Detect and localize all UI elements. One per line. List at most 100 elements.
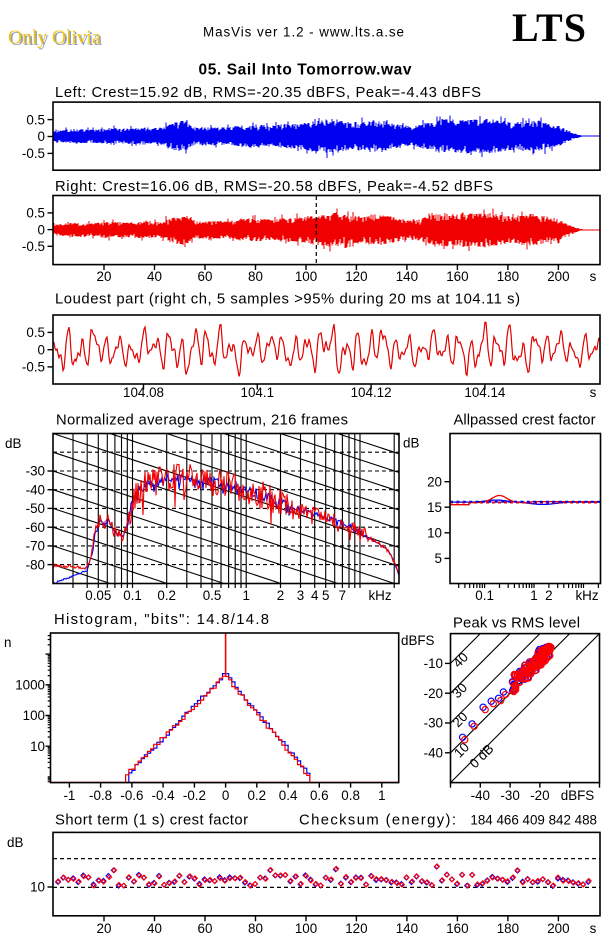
- svg-text:Right: Crest=16.06 dB, RMS=-20: Right: Crest=16.06 dB, RMS=-20.58 dBFS, …: [55, 179, 493, 195]
- svg-text:1: 1: [530, 588, 537, 603]
- svg-text:-10: -10: [424, 656, 443, 671]
- svg-text:20: 20: [97, 921, 112, 936]
- svg-text:-30: -30: [424, 716, 443, 731]
- svg-text:0.05: 0.05: [85, 588, 111, 603]
- svg-text:120: 120: [345, 921, 367, 936]
- svg-text:1: 1: [242, 588, 249, 603]
- svg-text:5: 5: [322, 588, 329, 603]
- svg-text:-50: -50: [26, 501, 45, 516]
- svg-text:60: 60: [198, 921, 213, 936]
- svg-text:3: 3: [297, 588, 304, 603]
- svg-text:100: 100: [23, 708, 45, 723]
- svg-text:15: 15: [427, 500, 442, 515]
- svg-text:kHz: kHz: [575, 588, 598, 603]
- svg-text:dBFS: dBFS: [401, 633, 435, 648]
- svg-text:184 466 409 842 488: 184 466 409 842 488: [470, 813, 597, 828]
- svg-text:4: 4: [311, 588, 319, 603]
- svg-text:40: 40: [147, 921, 162, 936]
- svg-text:0: 0: [38, 222, 45, 237]
- svg-text:-0.6: -0.6: [120, 788, 143, 803]
- svg-text:20: 20: [427, 474, 442, 489]
- svg-text:-40: -40: [26, 482, 45, 497]
- svg-text:104.1: 104.1: [241, 385, 275, 400]
- svg-text:-40: -40: [471, 788, 490, 803]
- svg-text:0: 0: [222, 788, 229, 803]
- svg-text:Histogram, "bits": 14.8/14.8: Histogram, "bits": 14.8/14.8: [54, 612, 269, 628]
- svg-text:-20: -20: [424, 686, 443, 701]
- svg-text:0.8: 0.8: [341, 788, 360, 803]
- svg-text:Checksum (energy):: Checksum (energy):: [299, 813, 456, 829]
- svg-text:120: 120: [345, 269, 367, 284]
- svg-text:2: 2: [545, 588, 552, 603]
- svg-text:kHz: kHz: [368, 588, 391, 603]
- svg-text:80: 80: [248, 269, 263, 284]
- svg-text:180: 180: [497, 921, 519, 936]
- svg-text:200: 200: [547, 269, 569, 284]
- svg-text:5: 5: [435, 551, 442, 566]
- svg-text:200: 200: [547, 921, 569, 936]
- svg-text:-0.5: -0.5: [22, 146, 45, 161]
- svg-text:Allpassed crest factor: Allpassed crest factor: [454, 413, 596, 429]
- svg-text:-0.2: -0.2: [183, 788, 206, 803]
- svg-text:104.08: 104.08: [123, 385, 164, 400]
- svg-text:0.5: 0.5: [26, 112, 45, 127]
- svg-text:s: s: [590, 385, 597, 400]
- svg-text:0.5: 0.5: [26, 206, 45, 221]
- svg-text:05. Sail Into Tomorrow.wav: 05. Sail Into Tomorrow.wav: [199, 62, 412, 79]
- svg-text:Normalized average spectrum, 2: Normalized average spectrum, 216 frames: [56, 413, 348, 429]
- svg-text:dB: dB: [403, 436, 419, 451]
- svg-text:0.5: 0.5: [203, 588, 222, 603]
- svg-text:-70: -70: [26, 539, 45, 554]
- svg-text:40: 40: [147, 269, 162, 284]
- svg-text:160: 160: [446, 921, 468, 936]
- svg-text:0.4: 0.4: [279, 788, 298, 803]
- svg-text:180: 180: [497, 269, 519, 284]
- svg-text:60: 60: [198, 269, 213, 284]
- svg-text:-30: -30: [500, 788, 519, 803]
- svg-text:-40: -40: [424, 746, 443, 761]
- svg-text:-60: -60: [26, 520, 45, 535]
- svg-text:-20: -20: [530, 788, 549, 803]
- svg-text:MasVis ver 1.2 - www.lts.a.se: MasVis ver 1.2 - www.lts.a.se: [203, 25, 404, 40]
- svg-text:10: 10: [427, 526, 442, 541]
- svg-text:dB: dB: [7, 835, 23, 850]
- svg-text:160: 160: [446, 269, 468, 284]
- svg-text:-0.4: -0.4: [152, 788, 176, 803]
- svg-text:0: 0: [38, 342, 45, 357]
- svg-text:0.2: 0.2: [157, 588, 176, 603]
- svg-text:0.2: 0.2: [247, 788, 266, 803]
- svg-text:n: n: [4, 635, 11, 650]
- svg-text:100: 100: [295, 921, 317, 936]
- svg-text:-0.8: -0.8: [89, 788, 112, 803]
- svg-text:80: 80: [248, 921, 263, 936]
- svg-text:Only Olivia: Only Olivia: [10, 29, 103, 50]
- svg-text:Peak vs RMS level: Peak vs RMS level: [453, 616, 580, 632]
- svg-text:-80: -80: [26, 557, 45, 572]
- svg-text:dBFS: dBFS: [561, 788, 595, 803]
- svg-text:7: 7: [339, 588, 346, 603]
- svg-text:1: 1: [378, 788, 385, 803]
- svg-text:1000: 1000: [15, 678, 45, 693]
- svg-text:10: 10: [30, 880, 45, 895]
- svg-text:100: 100: [295, 269, 317, 284]
- svg-text:LTS: LTS: [512, 5, 586, 50]
- svg-text:0.1: 0.1: [475, 588, 494, 603]
- svg-text:dB: dB: [5, 436, 21, 451]
- svg-text:0.5: 0.5: [26, 325, 45, 340]
- svg-text:Loudest part (right ch, 5 samp: Loudest part (right ch, 5 samples >95% d…: [55, 292, 520, 308]
- svg-text:10: 10: [30, 739, 45, 754]
- svg-text:-30: -30: [26, 464, 45, 479]
- svg-text:140: 140: [396, 921, 418, 936]
- svg-text:0.1: 0.1: [123, 588, 142, 603]
- svg-text:Only Olivia: Only Olivia: [8, 27, 101, 48]
- svg-text:20: 20: [97, 269, 112, 284]
- svg-text:Short term (1 s) crest factor: Short term (1 s) crest factor: [55, 813, 248, 829]
- svg-text:Left: Crest=15.92 dB, RMS=-20.: Left: Crest=15.92 dB, RMS=-20.35 dBFS, P…: [55, 85, 481, 101]
- svg-text:104.12: 104.12: [351, 385, 392, 400]
- svg-text:-0.5: -0.5: [22, 360, 45, 375]
- svg-text:0: 0: [38, 129, 45, 144]
- svg-text:2: 2: [277, 588, 284, 603]
- svg-text:104.14: 104.14: [464, 385, 506, 400]
- svg-text:-0.5: -0.5: [22, 239, 45, 254]
- svg-text:-1: -1: [63, 788, 75, 803]
